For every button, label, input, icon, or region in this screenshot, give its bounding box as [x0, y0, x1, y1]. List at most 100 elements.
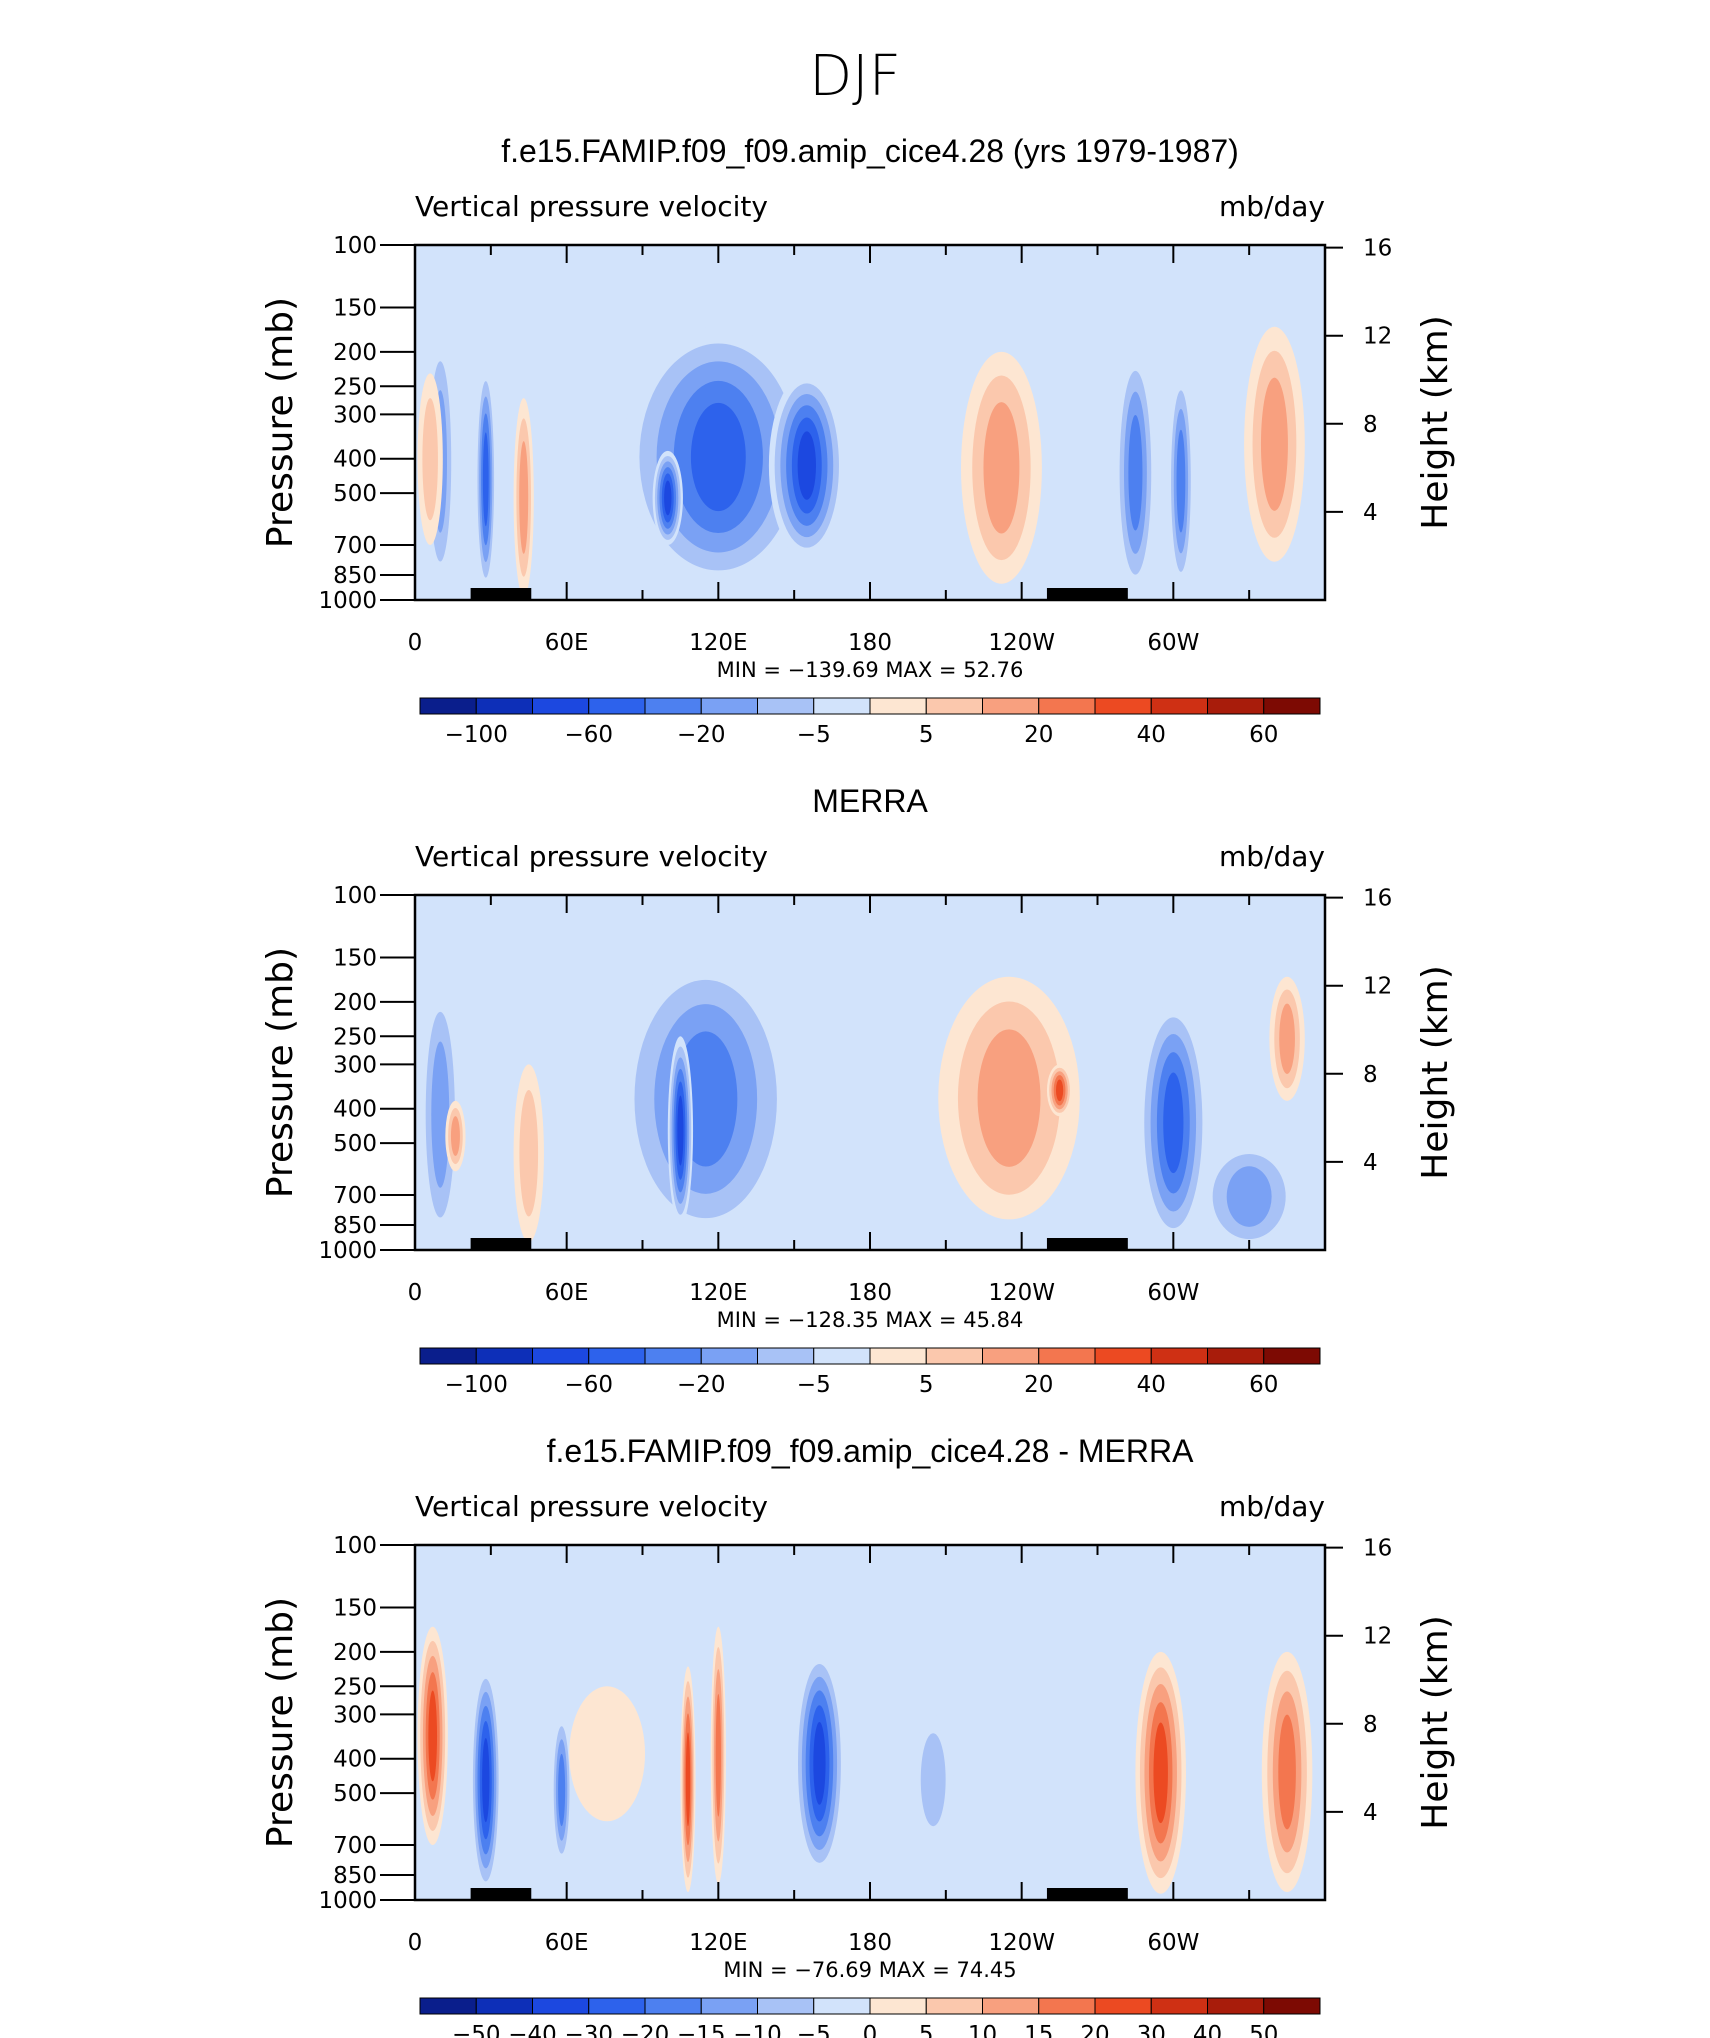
- xtick-label: 0: [408, 1280, 423, 1306]
- variable-label: Vertical pressure velocity: [415, 840, 768, 873]
- xtick-label: 60E: [545, 1930, 589, 1956]
- panel-title: MERRA: [812, 783, 928, 819]
- ytick-label: 200: [333, 990, 377, 1016]
- contour-level: [677, 1095, 684, 1166]
- contour-level: [482, 432, 489, 527]
- colorbar-label: 5: [919, 1372, 934, 1398]
- land-mask: [470, 588, 532, 600]
- colorbar-swatch: [869, 1997, 927, 2015]
- colorbar-swatch: [1038, 1347, 1096, 1365]
- colorbar-label: −5: [797, 1372, 831, 1398]
- contour-feature: [680, 1666, 696, 1893]
- ytick-label: 700: [333, 533, 377, 559]
- contour-feature: [1135, 1651, 1186, 1894]
- land-mask: [470, 1888, 532, 1900]
- colorbar-label: −5: [797, 2022, 831, 2038]
- xtick-label: 180: [848, 1930, 892, 1956]
- xtick-label: 0: [408, 630, 423, 656]
- colorbar-swatch: [700, 1347, 758, 1365]
- ytick-label: 1000: [318, 1238, 377, 1264]
- min-max-label: MIN = −139.69 MAX = 52.76: [717, 658, 1024, 682]
- colorbar-swatch: [1207, 697, 1265, 715]
- colorbar-label: −20: [677, 1372, 726, 1398]
- contour-feature: [470, 1666, 501, 1894]
- contour-feature: [710, 1626, 726, 1884]
- y-axis-title: Pressure (mb): [260, 947, 301, 1198]
- y2-axis-title: Height (km): [1415, 1615, 1456, 1829]
- colorbar-swatch: [475, 697, 533, 715]
- colorbar-swatch: [1207, 1347, 1265, 1365]
- colorbar-swatch: [419, 1347, 477, 1365]
- y2tick-label: 16: [1363, 236, 1392, 262]
- colorbar-label: 0: [863, 2022, 878, 2038]
- ytick-label: 100: [333, 1533, 377, 1559]
- contour-feature: [1261, 1651, 1313, 1893]
- y2tick-label: 8: [1363, 1712, 1378, 1738]
- colorbar-swatch: [925, 697, 983, 715]
- y2tick-label: 8: [1363, 1062, 1378, 1088]
- colorbar-label: 5: [919, 722, 934, 748]
- y-axis-title: Pressure (mb): [260, 1597, 301, 1848]
- contour-level: [519, 1089, 539, 1217]
- contour-level: [1128, 415, 1143, 531]
- colorbar-swatch: [644, 1997, 702, 2015]
- contour-feature: [652, 450, 683, 546]
- contour-level: [797, 431, 816, 500]
- contour-level: [664, 480, 672, 516]
- colorbar-swatch: [700, 697, 758, 715]
- contour-level: [558, 1753, 566, 1827]
- y2tick-label: 12: [1363, 974, 1392, 1000]
- xtick-label: 0: [408, 1930, 423, 1956]
- colorbar-label: −60: [564, 1372, 613, 1398]
- units-label: mb/day: [1219, 190, 1325, 223]
- contour-feature: [622, 326, 815, 588]
- xtick-label: 180: [848, 630, 892, 656]
- y2tick-label: 16: [1363, 1536, 1392, 1562]
- contour-level: [1163, 1072, 1184, 1174]
- contour-feature: [768, 373, 845, 558]
- ytick-label: 1000: [318, 1888, 377, 1914]
- colorbar-label: −10: [733, 2022, 782, 2038]
- xtick-label: 60W: [1147, 630, 1199, 656]
- colorbar-swatch: [757, 1997, 815, 2015]
- colorbar-label: −60: [564, 722, 613, 748]
- colorbar-swatch: [1207, 1997, 1265, 2015]
- xtick-label: 120E: [689, 1280, 747, 1306]
- colorbar-label: −5: [797, 722, 831, 748]
- contour-feature: [513, 1064, 544, 1243]
- units-label: mb/day: [1219, 840, 1325, 873]
- colorbar-swatch: [644, 697, 702, 715]
- xtick-label: 60W: [1147, 1930, 1199, 1956]
- heatmap-field: [415, 1545, 1325, 1900]
- y2tick-label: 8: [1363, 412, 1378, 438]
- panel-title: f.e15.FAMIP.f09_f09.amip_cice4.28 - MERR…: [547, 1433, 1195, 1469]
- heatmap-field: [415, 245, 1325, 600]
- y2tick-label: 12: [1363, 1624, 1392, 1650]
- colorbar-label: 15: [1024, 2022, 1053, 2038]
- land-mask: [470, 1238, 532, 1250]
- contour-feature: [912, 1714, 954, 1846]
- colorbar-label: 20: [1024, 722, 1053, 748]
- contour-feature: [667, 1036, 694, 1225]
- colorbar-swatch: [813, 1997, 871, 2015]
- colorbar-swatch: [1094, 1997, 1152, 2015]
- ytick-label: 200: [333, 1640, 377, 1666]
- colorbar-swatch: [757, 1347, 815, 1365]
- min-max-label: MIN = −128.35 MAX = 45.84: [717, 1308, 1024, 1332]
- contour-feature: [417, 373, 443, 546]
- units-label: mb/day: [1219, 1490, 1325, 1523]
- land-mask: [1046, 1238, 1128, 1250]
- contour-feature: [1115, 351, 1156, 594]
- colorbar-label: −30: [564, 2022, 613, 2038]
- colorbar-swatch: [1094, 697, 1152, 715]
- ytick-label: 100: [333, 883, 377, 909]
- panel-title: f.e15.FAMIP.f09_f09.amip_cice4.28 (yrs 1…: [501, 133, 1239, 169]
- contour-feature: [569, 1686, 646, 1822]
- ytick-label: 850: [333, 1213, 377, 1239]
- colorbar-swatch: [925, 1347, 983, 1365]
- xtick-label: 120W: [988, 1930, 1055, 1956]
- colorbar-swatch: [1038, 1997, 1096, 2015]
- colorbar-swatch: [1263, 1997, 1321, 2015]
- variable-label: Vertical pressure velocity: [415, 190, 768, 223]
- xtick-label: 120E: [689, 630, 747, 656]
